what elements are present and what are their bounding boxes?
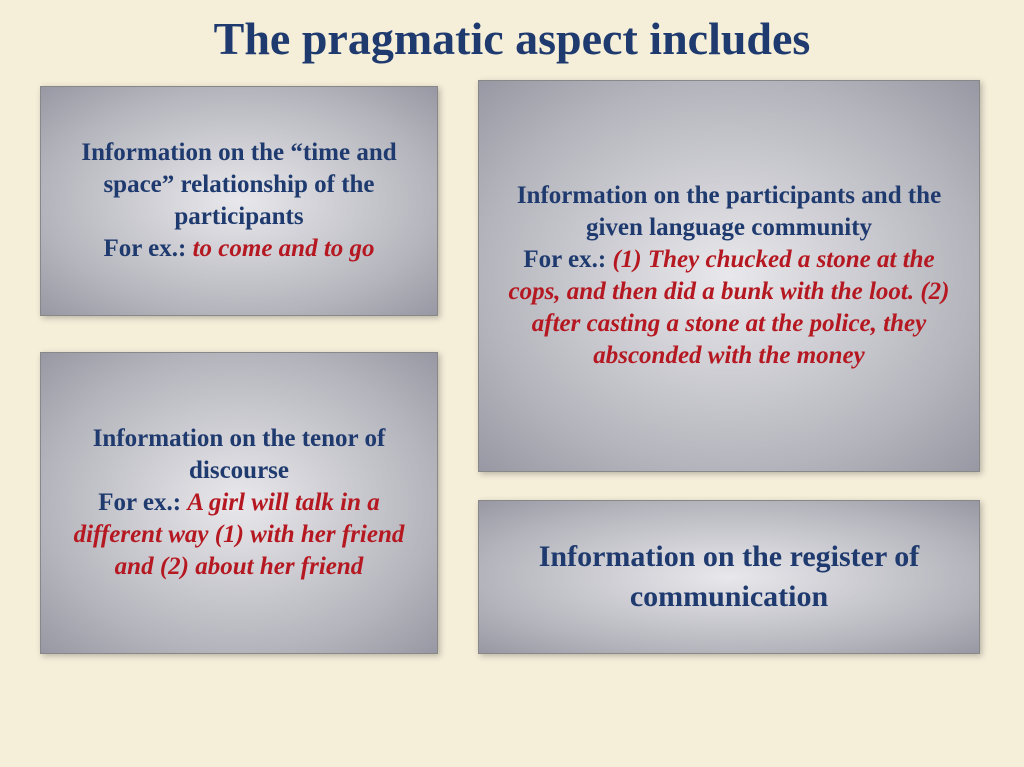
box1-ex-label: For ex.: <box>103 235 192 262</box>
box4-main-text: Information on the register of communica… <box>497 537 961 618</box>
boxes-container: Information on the “time and space” rela… <box>0 80 1024 767</box>
box-time-space: Information on the “time and space” rela… <box>40 86 438 316</box>
box3-ex-label: For ex.: <box>523 246 612 273</box>
box-register-communication: Information on the register of communica… <box>478 500 980 654</box>
slide-title: The pragmatic aspect includes <box>0 0 1024 73</box>
box2-ex-label: For ex.: <box>98 489 187 516</box>
box2-main-text: Information on the tenor of discourse <box>93 425 386 484</box>
box1-content: Information on the “time and space” rela… <box>59 137 419 265</box>
box-participants-language: Information on the participants and the … <box>478 80 980 472</box>
box1-ex-text: to come and to go <box>193 235 375 262</box>
box2-content: Information on the tenor of discourse Fo… <box>59 423 419 583</box>
box-tenor-discourse: Information on the tenor of discourse Fo… <box>40 352 438 654</box>
box3-content: Information on the participants and the … <box>497 180 961 372</box>
box3-main-text: Information on the participants and the … <box>517 182 941 241</box>
box1-main-text: Information on the “time and space” rela… <box>81 139 396 230</box>
